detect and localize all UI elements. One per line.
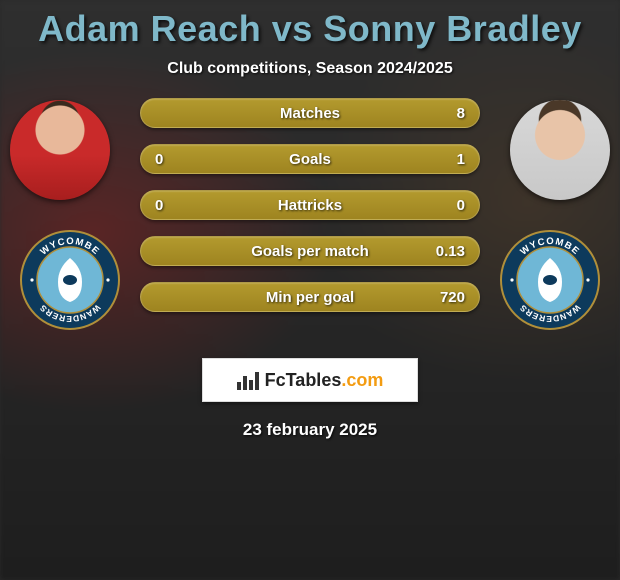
stat-bar: Hattricks0 0 [140,190,480,220]
stat-label: Hattricks [141,191,479,219]
player-left-avatar [10,100,110,200]
stat-bars: Matches8Goals01Hattricks00Goals per matc… [140,98,480,328]
stat-value-right: 720 [440,283,465,311]
avatar-placeholder [510,100,610,200]
stat-value-right: 0 [457,191,465,219]
stat-value-left: 0 [155,145,163,173]
club-crest-left: WYCOMBE WANDERERS [20,230,120,330]
club-crest-right: WYCOMBE WANDERERS [500,230,600,330]
stat-label: Goals per match [141,237,479,265]
brand-text: FcTables.com [265,370,384,391]
stat-value-right: 8 [457,99,465,127]
stat-bar: Goals per match0.13 [140,236,480,266]
player-right-avatar [510,100,610,200]
stat-label: Goals [141,145,479,173]
avatar-placeholder [10,100,110,200]
brand-badge: FcTables.com [202,358,418,402]
stat-bar: Matches8 [140,98,480,128]
stat-bar: Min per goal720 [140,282,480,312]
page-title: Adam Reach vs Sonny Bradley [0,8,620,50]
stat-label: Min per goal [141,283,479,311]
brand-name: FcTables [265,370,342,390]
stat-bar: Goals0 1 [140,144,480,174]
stat-value-right: 0.13 [436,237,465,265]
comparison-card: Adam Reach vs Sonny Bradley Club competi… [0,0,620,580]
date-label: 23 february 2025 [0,420,620,440]
stat-value-left: 0 [155,191,163,219]
bars-icon [237,370,261,390]
stat-value-right: 1 [457,145,465,173]
subtitle: Club competitions, Season 2024/2025 [0,60,620,78]
stat-label: Matches [141,99,479,127]
stats-arena: WYCOMBE WANDERERS WYCOMBE WANDERERS Matc… [0,100,620,340]
brand-suffix: .com [341,370,383,390]
